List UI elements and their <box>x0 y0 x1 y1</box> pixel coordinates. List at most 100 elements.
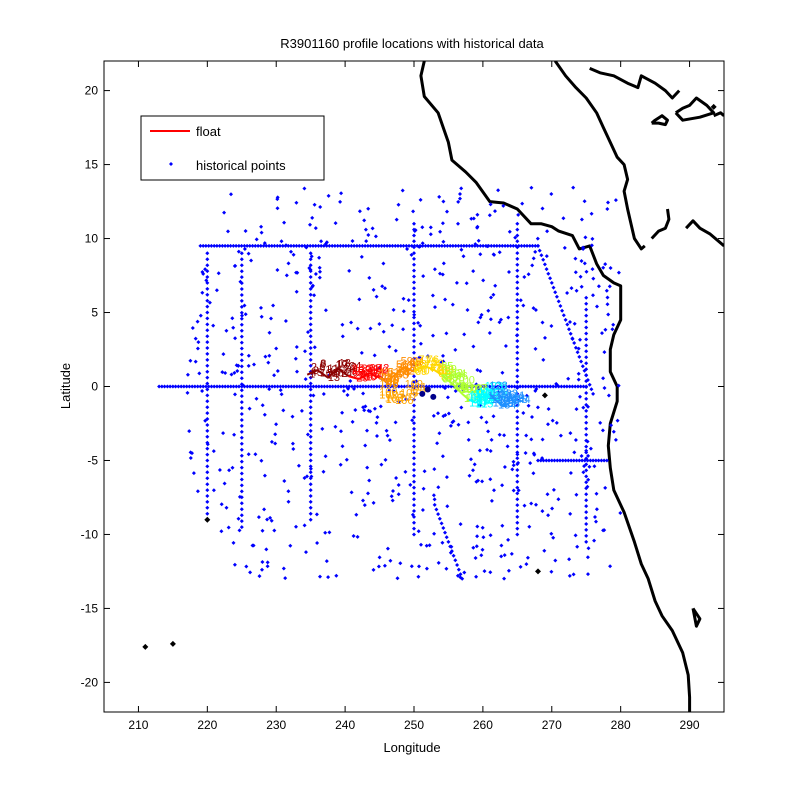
historical-point <box>239 412 244 416</box>
historical-point <box>589 387 594 392</box>
float-track-segment <box>468 398 477 404</box>
historical-point <box>584 516 589 520</box>
historical-point <box>475 243 480 248</box>
historical-point <box>215 384 219 389</box>
historical-point <box>205 275 210 279</box>
historical-point <box>387 344 392 349</box>
historical-point <box>412 491 416 496</box>
historical-point <box>437 516 442 521</box>
historical-point <box>269 243 274 248</box>
historical-point <box>515 391 520 396</box>
historical-point <box>234 384 239 389</box>
float-point <box>430 393 437 400</box>
historical-point <box>266 360 271 365</box>
historical-point <box>573 384 578 389</box>
historical-point <box>236 243 241 248</box>
historical-point <box>441 239 446 244</box>
historical-point <box>278 388 283 393</box>
historical-point <box>320 426 325 431</box>
historical-point <box>381 261 386 266</box>
historical-point <box>532 452 537 457</box>
historical-point <box>445 395 450 400</box>
historical-point <box>197 371 202 376</box>
historical-point <box>529 437 534 442</box>
historical-point <box>230 465 235 470</box>
historical-point <box>475 212 480 217</box>
historical-point <box>444 535 449 540</box>
historical-point <box>572 450 577 455</box>
historical-point <box>318 205 323 209</box>
historical-point <box>341 384 346 389</box>
historical-point <box>275 369 280 373</box>
historical-point <box>275 384 280 389</box>
historical-point <box>405 247 410 251</box>
historical-point <box>416 574 421 579</box>
historical-point <box>300 243 304 248</box>
historical-point <box>205 494 210 498</box>
float-profile-label: 65 <box>409 357 421 369</box>
historical-point <box>398 243 403 248</box>
historical-point <box>302 476 307 480</box>
historical-point <box>476 478 480 483</box>
historical-point <box>396 243 400 248</box>
historical-point <box>528 461 533 466</box>
historical-point <box>412 444 416 449</box>
historical-point <box>391 307 396 312</box>
historical-point <box>283 319 288 323</box>
historical-point <box>232 264 237 268</box>
historical-point <box>412 239 416 244</box>
historical-point <box>383 384 388 389</box>
historical-point <box>260 528 265 533</box>
historical-point <box>606 200 610 205</box>
historical-point <box>578 384 583 389</box>
historical-point <box>596 284 601 289</box>
historical-point <box>318 269 322 274</box>
historical-point <box>416 384 421 389</box>
historical-point <box>308 363 313 368</box>
historical-point <box>534 502 538 507</box>
historical-point <box>369 384 374 389</box>
historical-point <box>567 327 571 332</box>
historical-point <box>162 384 167 389</box>
historical-point <box>239 489 244 494</box>
historical-point <box>582 261 587 266</box>
historical-point <box>395 576 400 581</box>
historical-point <box>490 384 495 389</box>
historical-point <box>265 560 270 565</box>
historical-point <box>500 523 505 528</box>
historical-point <box>578 274 583 279</box>
historical-point <box>205 351 210 356</box>
historical-point <box>371 287 376 292</box>
float-profile-label: 11 <box>328 363 339 375</box>
historical-point <box>260 560 265 564</box>
historical-point <box>432 502 437 507</box>
historical-point <box>595 304 599 309</box>
historical-point <box>302 186 307 191</box>
historical-point <box>605 207 610 211</box>
historical-point <box>188 358 193 363</box>
historical-point <box>260 567 264 572</box>
historical-point <box>611 322 616 327</box>
historical-point <box>219 502 224 507</box>
historical-point <box>267 330 272 335</box>
historical-point <box>253 452 258 457</box>
float-profile-label: 133 <box>500 388 518 400</box>
historical-point <box>311 384 316 389</box>
historical-point <box>233 336 238 341</box>
historical-point <box>242 303 247 308</box>
float-profile-label: 139 <box>501 398 519 410</box>
historical-point <box>253 384 258 389</box>
historical-point <box>546 513 551 518</box>
historical-point <box>600 428 605 433</box>
historical-point <box>239 346 244 351</box>
historical-point <box>437 243 442 248</box>
historical-point <box>193 336 198 341</box>
historical-point <box>209 384 214 389</box>
y-tick-label: 0 <box>91 380 98 394</box>
historical-point <box>584 480 589 485</box>
historical-point <box>317 265 322 270</box>
historical-point <box>515 256 520 261</box>
historical-point <box>219 529 224 534</box>
historical-point <box>438 384 443 389</box>
historical-point <box>412 509 416 513</box>
